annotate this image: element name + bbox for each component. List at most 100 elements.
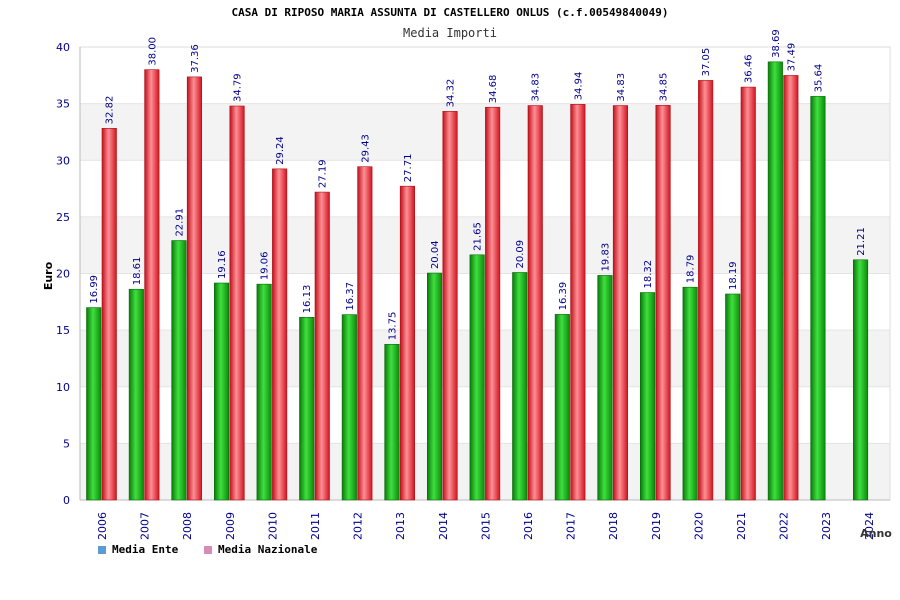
bar-media-nazionale [612,105,629,501]
bar-media-ente [426,272,443,501]
bar-media-nazionale [229,105,245,501]
legend-swatch [98,546,106,554]
x-tick-label: 2014 [437,512,450,540]
x-tick-label: 2017 [565,512,578,540]
bar-media-ente [554,314,570,501]
y-tick-label: 40 [56,41,70,54]
data-label: 27.19 [318,159,329,188]
x-tick-label: 2018 [607,512,620,540]
bar-media-ente [512,272,528,501]
data-label: 37.49 [786,43,797,72]
legend-item-media-ente: Media Ente [98,543,178,556]
bar-media-nazionale [186,76,202,501]
bars [86,61,869,501]
y-tick-label: 30 [56,154,70,167]
x-tick-label: 2024 [863,512,876,540]
legend-swatch [204,546,212,554]
data-label: 19.83 [600,243,611,272]
chart-title: CASA DI RIPOSO MARIA ASSUNTA DI CASTELLE… [231,6,669,19]
x-tick-label: 2009 [224,512,237,540]
x-tick-label: 2011 [309,512,322,540]
data-label: 27.71 [403,154,414,183]
y-tick-label: 0 [63,494,70,507]
data-label: 19.06 [260,252,271,281]
bar-media-nazionale [698,80,714,501]
data-label: 18.61 [132,257,143,286]
data-label: 32.82 [105,96,116,125]
bar-media-ente [299,317,315,501]
x-tick-label: 2015 [479,512,492,540]
data-label: 38.69 [771,29,782,58]
bar-media-ente [171,240,187,501]
bar-media-ente [767,61,783,501]
data-label: 13.75 [387,312,398,341]
bar-media-nazionale [399,185,416,501]
data-label: 16.99 [89,275,100,304]
data-label: 37.05 [701,48,712,77]
data-label: 38.00 [147,37,158,66]
bar-media-ente [639,292,656,501]
x-tick-label: 2023 [820,512,833,540]
data-label: 20.09 [515,240,526,269]
y-axis-label: Euro [42,261,55,290]
x-tick-label: 2022 [778,512,791,540]
data-label: 34.68 [488,75,499,104]
bar-media-nazionale [527,105,543,501]
data-label: 34.94 [573,72,584,101]
data-label: 21.21 [856,227,867,256]
data-label: 16.39 [558,282,569,311]
data-label: 16.13 [302,285,313,314]
data-label: 18.79 [686,255,697,284]
bar-media-ente [128,288,144,501]
legend-label: Media Nazionale [218,543,318,556]
bar-media-ente [86,307,102,501]
x-tick-label: 2020 [692,512,705,540]
data-label: 20.04 [430,240,441,269]
y-tick-label: 35 [56,98,70,111]
y-tick-label: 5 [63,437,70,450]
x-tick-label: 2012 [352,512,365,540]
legend-item-media-nazionale: Media Nazionale [204,543,317,556]
bar-media-ente [682,286,698,501]
x-tick-label: 2016 [522,512,535,540]
bar-media-ente [852,259,869,501]
bar-media-nazionale [570,104,586,501]
x-tick-label: 2008 [181,512,194,540]
data-label: 34.85 [659,73,670,102]
data-label: 35.64 [813,64,824,93]
bar-media-ente [256,283,272,501]
data-label: 29.43 [360,134,371,163]
data-label: 22.91 [174,208,185,237]
bar-media-ente [810,96,826,501]
bar-media-ente [597,275,613,501]
data-label: 34.83 [531,73,542,102]
bar-media-nazionale [442,111,458,501]
bar-media-nazionale [144,69,160,501]
bar-media-ente [384,343,400,501]
y-tick-label: 10 [56,381,70,394]
x-tick-label: 2021 [735,512,748,540]
bar-media-nazionale [314,191,330,501]
data-label: 37.36 [190,44,201,73]
x-axis-label: Anno [860,527,892,540]
data-label: 34.32 [446,79,457,108]
y-tick-label: 20 [56,268,70,281]
x-tick-label: 2010 [266,512,279,540]
y-tick-label: 15 [56,324,70,337]
x-tick-label: 2013 [394,512,407,540]
data-label: 34.83 [616,73,627,102]
data-label: 21.65 [473,222,484,251]
bar-media-ente [341,314,357,501]
y-tick-label: 25 [56,211,70,224]
legend-label: Media Ente [112,543,179,556]
data-label: 19.16 [217,250,228,279]
bar-media-nazionale [272,168,288,501]
y-axis: 0 5 10 15 20 25 30 35 40 [56,41,81,507]
x-tick-label: 2007 [139,512,152,540]
bar-media-nazionale [783,75,799,501]
bar-media-ente [725,293,741,501]
bar-media-nazionale [357,166,373,501]
x-tick-label: 2019 [650,512,663,540]
data-label: 18.19 [728,261,739,290]
